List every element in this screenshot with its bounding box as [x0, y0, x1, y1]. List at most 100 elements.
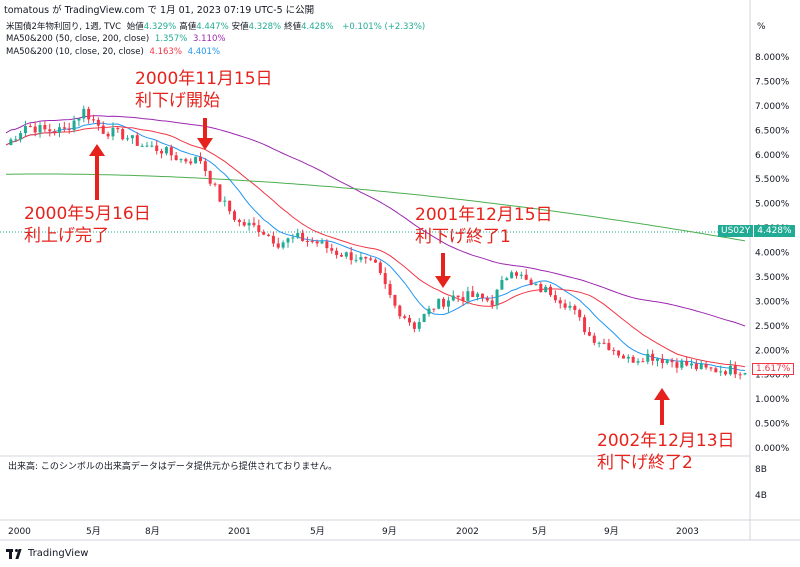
ma-legend-1[interactable]: MA50&200 (50, close, 200, close) 1.357% … [6, 34, 228, 44]
candle-body [675, 362, 679, 368]
price-tick-label: 4.000% [755, 249, 790, 259]
candle-body [57, 127, 61, 133]
candle-body [383, 273, 387, 285]
candle-body [354, 259, 358, 261]
candle-body [247, 222, 251, 226]
candle-body [315, 241, 319, 244]
candle-body [602, 342, 606, 344]
ohlc-value: 4.447% [196, 22, 229, 32]
candle-body [393, 294, 397, 306]
candle-body [617, 350, 621, 356]
symbol-title: 米国債2年物利回り, 1週, TVC [6, 22, 122, 32]
candle-body [364, 256, 368, 259]
candle-body [685, 360, 689, 366]
candle-body [359, 256, 363, 260]
candle-body [19, 133, 23, 140]
candle-body [169, 147, 173, 156]
annotation-label: 利下げ終了2 [597, 453, 693, 473]
price-tick-label: 0.000% [755, 444, 790, 454]
candle-body [558, 300, 562, 304]
ma-value-1: 4.163% [149, 47, 182, 57]
candle-body [198, 156, 202, 162]
ohlc-label: 終値 [284, 22, 302, 32]
candle-body [490, 300, 494, 306]
time-tick-label: 8月 [145, 526, 160, 537]
candle-body [369, 258, 373, 260]
candle-body [96, 119, 100, 126]
candle-body [62, 127, 66, 129]
price-change: +0.101% (+2.33%) [342, 22, 426, 32]
candle-body [709, 367, 713, 369]
ma-200-line [5, 173, 746, 242]
candle-body [130, 135, 134, 139]
price-tick-label: 2.500% [755, 322, 790, 332]
candle-body [252, 222, 256, 226]
volume-tick-label: 4B [755, 491, 767, 501]
candle-body [33, 126, 37, 133]
price-tick-label: 2.000% [755, 346, 790, 356]
annotation-date: 2002年12月13日 [597, 431, 735, 451]
candle-body [612, 350, 616, 352]
annotation-label: 利上げ完了 [24, 226, 109, 246]
annotation-arrow-head [654, 388, 670, 400]
candle-body [398, 305, 402, 317]
candle-body [9, 139, 13, 146]
badge-symbol: US02Y [718, 225, 754, 237]
candle-body [378, 262, 382, 274]
candle-body [194, 156, 198, 164]
candle-body [320, 241, 324, 244]
price-tick-label: 3.500% [755, 273, 790, 283]
time-tick-label: 2003 [676, 527, 699, 537]
candle-body [495, 289, 499, 306]
tradingview-brand[interactable]: TradingView [6, 548, 88, 559]
candle-body [597, 342, 601, 344]
price-tick-label: 3.000% [755, 297, 790, 307]
candle-body [140, 145, 144, 147]
time-tick-label: 5月 [86, 526, 101, 537]
ohlc-values: 始値4.329% 高値4.447% 安値4.328% 終値4.428% [127, 22, 337, 32]
candle-body [28, 126, 32, 128]
symbol-price-badge: US02Y 4.428% [718, 225, 795, 237]
price-tick-label: 1.000% [755, 395, 790, 405]
candle-body [349, 252, 353, 261]
ohlc-label: 安値 [231, 22, 249, 32]
ma-label: MA50&200 (10, close, 20, close) [6, 47, 144, 57]
candle-body [82, 108, 86, 119]
candle-body [432, 308, 436, 310]
ma-value-1: 1.357% [154, 34, 188, 44]
candle-body [213, 183, 217, 185]
candle-body [651, 353, 655, 361]
price-tick-label: 5.000% [755, 200, 790, 210]
candle-body [281, 242, 285, 248]
price-tick-label: 8.000% [755, 53, 790, 63]
candle-body [174, 155, 178, 161]
ohlc-value: 4.329% [143, 22, 177, 32]
brand-name: TradingView [28, 548, 89, 559]
ma-10-line [5, 122, 746, 371]
time-tick-label: 2001 [228, 527, 251, 537]
ohlc-label: 高値 [179, 22, 197, 32]
candle-body [291, 237, 295, 239]
candle-body [743, 373, 747, 375]
candle-body [544, 286, 548, 293]
symbol-legend: 米国債2年物利回り, 1週, TVC 始値4.329% 高値4.447% 安値4.3… [6, 20, 428, 32]
ma-value-2: 4.401% [187, 47, 221, 57]
candle-body [578, 310, 582, 318]
candle-body [670, 360, 674, 363]
ma-50-line [5, 115, 746, 327]
annotation-arrow-head [89, 144, 105, 156]
ma-label: MA50&200 (50, close, 200, close) [6, 34, 150, 44]
candle-body [514, 272, 518, 276]
candle-body [437, 298, 441, 309]
candle-body [573, 305, 577, 311]
candle-body [339, 255, 343, 257]
annotation-date: 2000年11月15日 [135, 69, 273, 89]
candle-body [179, 159, 183, 161]
candle-body [592, 335, 596, 343]
candle-body [203, 161, 207, 172]
candle-body [660, 358, 664, 364]
ma-legend-2[interactable]: MA50&200 (10, close, 20, close) 4.163% 4… [6, 47, 223, 57]
candle-body [135, 135, 139, 146]
